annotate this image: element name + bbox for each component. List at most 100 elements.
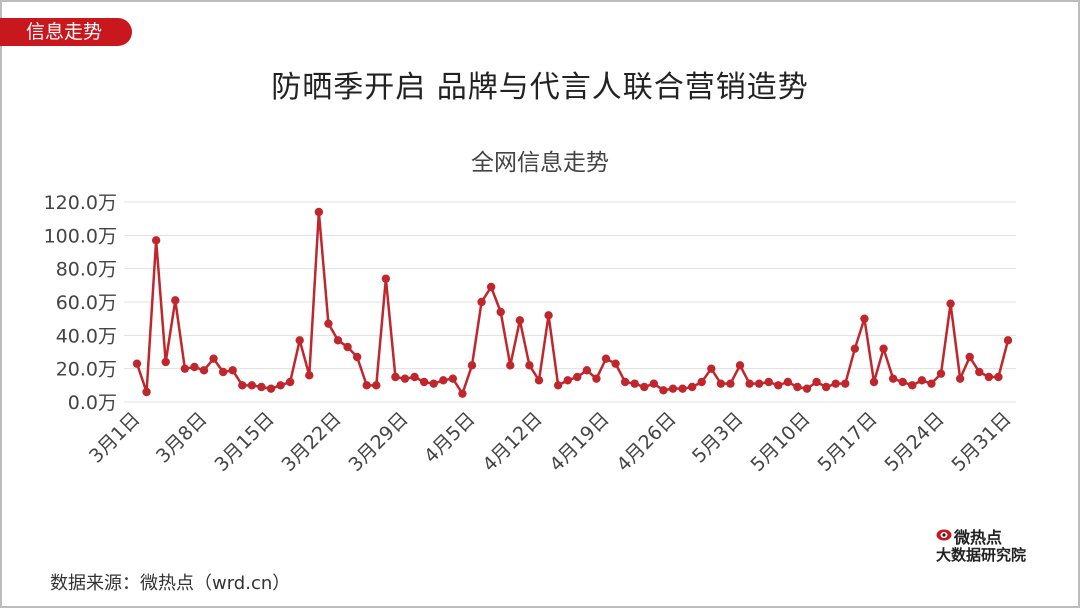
data-point (812, 377, 821, 387)
y-tick-label: 80.0万 (56, 259, 117, 281)
x-tick-label: 3月1日 (85, 408, 145, 468)
y-tick-label: 120.0万 (44, 192, 117, 214)
section-tag: 信息走势 (0, 18, 132, 46)
y-tick-label: 60.0万 (56, 292, 117, 314)
data-point (965, 352, 974, 362)
logo-text-bottom: 大数据研究院 (936, 546, 1027, 564)
data-point (726, 379, 735, 388)
data-point (764, 377, 773, 387)
data-point (601, 354, 611, 363)
data-point (266, 384, 276, 393)
data-point (228, 366, 237, 375)
data-point (515, 316, 525, 325)
data-point (343, 342, 352, 352)
data-point (142, 387, 151, 397)
data-source: 数据来源：微热点（wrd.cn） (50, 573, 291, 594)
data-point (716, 379, 726, 388)
data-point (754, 379, 764, 388)
data-point (276, 381, 285, 390)
data-point (419, 377, 429, 387)
y-tick-label: 40.0万 (56, 325, 117, 347)
data-point (879, 344, 888, 353)
data-point (391, 372, 400, 382)
data-point (802, 384, 812, 393)
data-point (994, 372, 1003, 382)
data-point (257, 382, 266, 392)
data-point (295, 336, 304, 345)
data-point (850, 344, 860, 353)
data-point (171, 296, 180, 305)
data-point (534, 376, 544, 385)
data-point (506, 361, 515, 370)
data-point (305, 371, 314, 380)
data-point (793, 382, 802, 392)
data-point (553, 381, 563, 390)
data-point (668, 384, 678, 393)
data-point (439, 376, 448, 385)
data-point (132, 359, 142, 368)
x-tick-label: 5月24日 (880, 408, 948, 476)
main-title: 防晒季开启 品牌与代言人联合营销造势 (271, 70, 809, 105)
x-tick-label: 4月12日 (478, 408, 546, 476)
x-tick-label: 3月8日 (152, 408, 212, 468)
data-point (745, 379, 754, 388)
data-point (563, 376, 572, 385)
data-point (687, 382, 697, 392)
data-point (984, 372, 994, 382)
data-point (448, 374, 458, 383)
data-point (333, 336, 343, 345)
y-tick-label: 0.0万 (68, 392, 117, 414)
data-point (209, 354, 218, 363)
data-point (324, 319, 333, 328)
data-point (841, 379, 850, 388)
data-point (544, 311, 553, 320)
data-point (496, 307, 505, 317)
data-point (410, 372, 419, 382)
data-point (467, 361, 477, 370)
data-point (649, 379, 659, 388)
data-point (458, 389, 467, 398)
data-point (735, 361, 745, 370)
data-point (525, 361, 534, 370)
data-point (869, 377, 879, 387)
data-point (955, 374, 965, 383)
data-point (975, 367, 984, 377)
x-tick-label: 5月17日 (813, 408, 881, 476)
x-tick-label: 5月10日 (746, 408, 814, 476)
data-point (381, 274, 391, 283)
data-point (362, 381, 371, 390)
data-point (831, 379, 840, 388)
data-point (582, 366, 592, 375)
data-point (592, 374, 601, 383)
x-tick-label: 3月29日 (344, 408, 412, 476)
data-point (659, 386, 668, 395)
data-point (707, 364, 716, 373)
data-point (917, 376, 927, 385)
logo-text-top: 微热点 (954, 528, 1003, 547)
x-tick-label: 3月22日 (277, 408, 345, 476)
data-point (1003, 336, 1013, 345)
chart-title: 全网信息走势 (471, 150, 609, 176)
data-point (352, 352, 362, 362)
data-point (285, 377, 295, 387)
data-point (946, 299, 955, 308)
data-point (429, 379, 438, 388)
x-tick-label: 4月26日 (612, 408, 680, 476)
data-point (161, 357, 170, 367)
data-point (247, 381, 257, 390)
data-point (888, 374, 898, 383)
data-point (927, 379, 936, 388)
data-point (630, 379, 639, 388)
brand-logo: 微热点 大数据研究院 (936, 524, 1046, 564)
data-point (821, 382, 831, 392)
data-point (640, 382, 649, 392)
data-point (611, 359, 620, 368)
data-point (372, 381, 381, 390)
data-point (774, 381, 783, 390)
data-point (218, 367, 228, 377)
x-tick-label: 4月19日 (545, 408, 613, 476)
data-point (190, 362, 199, 372)
data-point (477, 297, 486, 307)
